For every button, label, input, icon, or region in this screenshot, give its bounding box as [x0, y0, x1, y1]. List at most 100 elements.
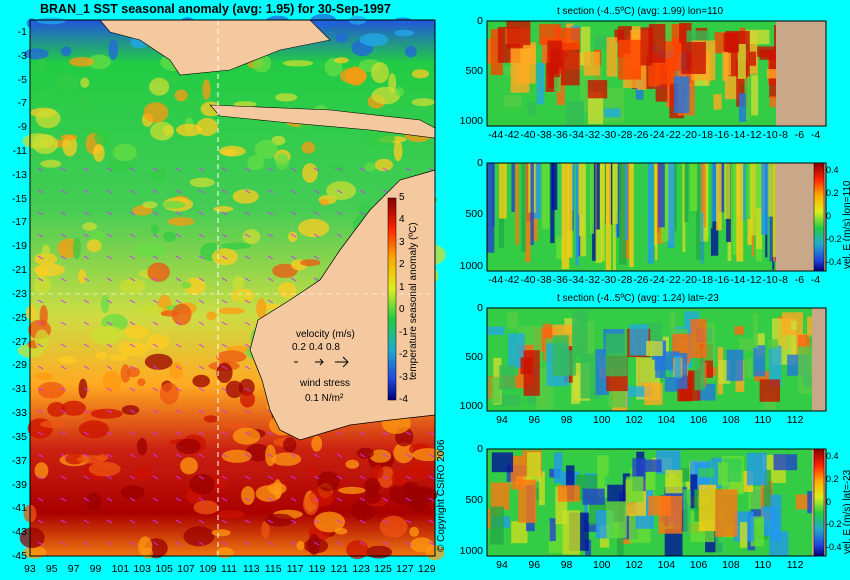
depth-tick-label: 500 [465, 493, 483, 506]
lat-tick-label: -9 [17, 121, 27, 134]
sst-patch [307, 533, 320, 555]
lat-tick-label: -37 [11, 454, 27, 467]
wind-arrow [60, 431, 67, 436]
wind-arrow [83, 211, 90, 216]
wind-arrow [106, 387, 113, 392]
wind-arrow [106, 475, 113, 480]
section-cell [587, 80, 608, 99]
x-tick-label: -26 [633, 274, 649, 286]
sst-patch [222, 422, 249, 429]
x-tick-label: -28 [617, 274, 633, 286]
wind-arrow [175, 299, 182, 304]
section-cell [515, 163, 519, 245]
section-cell [629, 163, 634, 268]
x-tick-label: -44 [488, 274, 504, 286]
section-cell [643, 163, 648, 261]
x-tick-label: -10 [762, 129, 778, 141]
wind-arrow [244, 453, 251, 458]
x-tick-label: 102 [625, 414, 643, 426]
sst-patch [300, 259, 321, 267]
wind-arrow [336, 167, 343, 172]
sst-patch [189, 474, 215, 495]
section-cell [597, 455, 609, 493]
wind-arrow [198, 277, 205, 282]
wind-arrow [382, 519, 389, 524]
wind-arrow [244, 167, 251, 172]
wind-arrow [129, 233, 136, 238]
x-tick-label: 110 [754, 559, 772, 571]
sst-patch [60, 134, 78, 141]
wind-arrow [152, 431, 159, 436]
sst-patch [33, 263, 65, 277]
wind-arrow [313, 211, 320, 216]
colorbar-tick-label: -2 [399, 349, 408, 361]
lon-tick-label: 127 [396, 563, 414, 575]
sst-patch [138, 536, 153, 557]
section-cell [737, 44, 746, 79]
section-cell [723, 33, 739, 53]
lon-tick-label: 99 [89, 563, 102, 575]
wind-arrow [60, 541, 67, 546]
sst-patch [374, 158, 393, 172]
sst-patch [24, 48, 49, 60]
wind-arrow [313, 255, 320, 260]
sst-patch [225, 380, 244, 398]
wind-arrow [60, 189, 67, 194]
wind-arrow [83, 431, 90, 436]
wind-arrow [37, 475, 44, 480]
wind-arrow [267, 431, 274, 436]
wind-arrow [83, 233, 90, 238]
section-cell [766, 69, 778, 79]
section-cell [541, 163, 550, 230]
section-cell [490, 506, 504, 545]
x-tick-label: 104 [657, 414, 676, 426]
section-cell [648, 24, 666, 63]
section-cell [718, 360, 731, 384]
lon-tick-label: 123 [352, 563, 370, 575]
wind-arrow [198, 211, 205, 216]
sst-patch [221, 449, 252, 463]
sst-patch [240, 391, 255, 408]
section-cell [523, 45, 536, 65]
section-cell [656, 450, 681, 474]
section-cell [711, 163, 719, 222]
sst-patch [217, 307, 245, 315]
x-tick-label: -28 [617, 129, 633, 141]
wind-arrow [244, 475, 251, 480]
wind-arrow [382, 541, 389, 546]
sst-patch [32, 134, 59, 154]
sst-patch [93, 144, 105, 162]
sst-patch [393, 442, 414, 464]
wind-arrow [60, 387, 67, 392]
velocity-label: velocity (m/s) [296, 329, 355, 340]
section-cell [769, 531, 789, 556]
sst-patch [176, 438, 201, 455]
section-cell [564, 350, 576, 376]
wind-arrow [152, 167, 159, 172]
velocity-side-label: vel. E (m/s) lat=-23 [842, 469, 850, 554]
section-cell [557, 485, 580, 502]
sst-patch [372, 464, 384, 479]
section-cell [753, 345, 766, 377]
section-cell [552, 335, 569, 376]
section-cell [698, 484, 717, 531]
colorbar-tick-label: -1 [399, 326, 408, 338]
wind-arrow [152, 277, 159, 282]
section-cell [572, 310, 588, 357]
wind-arrow [198, 233, 205, 238]
velocity-colorbar [813, 448, 825, 557]
wind-arrow [106, 519, 113, 524]
sst-patch [95, 351, 108, 360]
wind-arrow [106, 343, 113, 348]
velocity-colorbar-tick: -0.2 [826, 234, 842, 244]
wind-arrow [267, 255, 274, 260]
lat-tick-label: -7 [17, 97, 27, 110]
wind-arrow [313, 167, 320, 172]
x-tick-label: 112 [786, 559, 804, 571]
wind-arrow [37, 409, 44, 414]
wind-arrow [175, 211, 182, 216]
wind-arrow [405, 431, 412, 436]
wind-arrow [152, 497, 159, 502]
wind-arrow [290, 233, 297, 238]
wind-arrow [106, 277, 113, 282]
